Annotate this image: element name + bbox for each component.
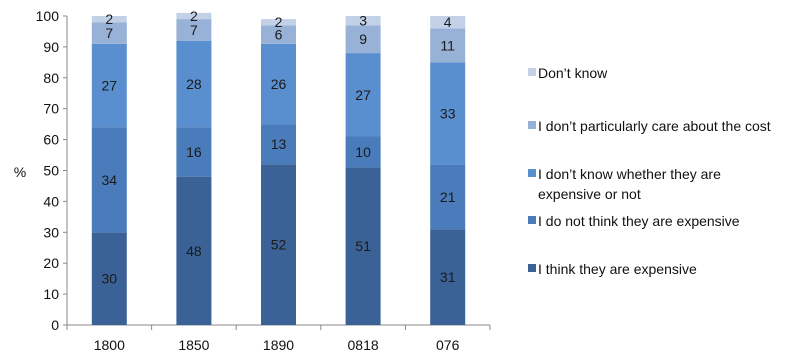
data-label: 51 (355, 238, 371, 254)
data-label: 11 (440, 37, 455, 53)
bar-segment (176, 12, 212, 20)
data-label: 3 (359, 13, 367, 29)
bar-segment (176, 19, 212, 41)
legend-swatch (528, 169, 536, 177)
y-tick-label: 60 (43, 132, 59, 148)
legend-label: I do not think they are expensive (538, 213, 740, 229)
data-label: 4 (444, 14, 452, 30)
legend-swatch (528, 264, 536, 272)
data-label: 2 (190, 8, 198, 24)
legend-label: I don’t particularly care about the cost (538, 118, 771, 134)
legend-item: Don’t know (528, 65, 608, 81)
data-label: 16 (186, 144, 202, 160)
bar-stack: 51 10 27 9 3 (345, 13, 381, 325)
legend: Don’t know I don’t particularly care abou… (528, 65, 771, 277)
bar-segment (176, 127, 212, 177)
bar-segment (91, 43, 127, 128)
bar-segment (261, 43, 296, 125)
bar-segment (91, 16, 127, 23)
data-label: 7 (190, 22, 198, 38)
bar-segment (261, 164, 296, 325)
bar-segment (91, 127, 127, 233)
y-tick-label: 20 (43, 255, 59, 271)
bar-segment (91, 232, 127, 325)
legend-swatch (528, 121, 536, 129)
y-tick-label: 0 (51, 317, 59, 333)
legend-label: I think they are expensive (538, 261, 697, 277)
bar-segment (345, 53, 381, 137)
data-label: 52 (271, 237, 287, 253)
data-label: 27 (102, 78, 118, 94)
data-label: 9 (359, 31, 367, 47)
legend-item: I don’t know whether they are expensive o… (528, 166, 721, 202)
bar-stack: 30 34 27 72 (91, 11, 127, 325)
x-tick-label: 0818 (348, 337, 379, 353)
data-label: 34 (102, 172, 118, 188)
data-label: 13 (271, 136, 287, 152)
x-tick-label: 1890 (263, 337, 294, 353)
y-tick-label: 30 (43, 224, 59, 240)
bar-segment (430, 62, 466, 165)
x-tick-label: 1850 (178, 337, 209, 353)
data-label: 26 (271, 76, 287, 92)
legend-label: I don’t know whether they are expensive o… (538, 166, 721, 202)
bar-stack: 48 16 28 72 (176, 8, 212, 325)
data-label: 30 (102, 271, 118, 287)
data-label: 31 (440, 269, 456, 285)
legend-item: I do not think they are expensive (528, 213, 740, 229)
data-label: 48 (186, 243, 202, 259)
legend-label: Don’t know (538, 65, 608, 81)
data-label: 10 (355, 144, 371, 160)
bar-segment (430, 164, 466, 230)
data-label: 2 (275, 14, 283, 30)
bar-segment (176, 176, 212, 325)
y-tick-label: 70 (43, 101, 59, 117)
data-label: 7 (105, 25, 113, 41)
y-tick-label: 40 (43, 193, 59, 209)
bar-segment (261, 19, 296, 26)
bar-stack: 31 21 33 11 4 (430, 14, 466, 325)
bar-segment (345, 16, 381, 26)
data-label: 21 (440, 189, 456, 205)
legend-item: I think they are expensive (528, 261, 697, 277)
bar-segment (430, 16, 466, 29)
bar-segment (345, 136, 381, 168)
bar-segment (261, 25, 296, 44)
axes: 0 10 20 30 40 50 60 70 80 90 100 1800 1850 1890 0818 07… (36, 8, 491, 353)
x-tick-label: 076 (436, 337, 460, 353)
bar-segment (345, 167, 381, 325)
y-tick-label: 90 (43, 39, 59, 55)
bar-segment (430, 28, 466, 63)
data-label: 28 (186, 76, 202, 92)
bars: 3034277248162872521326625110279331213311… (91, 8, 466, 325)
bar-stack: 52 13 26 62 (261, 14, 296, 325)
bar-segment (176, 40, 212, 128)
data-label: 6 (275, 27, 283, 43)
bar-segment (91, 22, 127, 44)
y-tick-label: 100 (36, 8, 60, 24)
y-tick-label: 50 (43, 163, 59, 179)
data-label: 33 (440, 105, 456, 121)
legend-swatch (528, 216, 536, 224)
x-tick-label: 1800 (94, 337, 125, 353)
y-axis-label: % (14, 164, 26, 180)
bar-segment (430, 229, 466, 325)
data-label: 2 (105, 11, 113, 27)
y-tick-label: 80 (43, 70, 59, 86)
legend-item: I don’t particularly care about the cost (528, 118, 771, 134)
y-tick-label: 10 (43, 286, 59, 302)
bar-segment (261, 124, 296, 165)
legend-swatch (528, 68, 536, 76)
data-label: 27 (355, 87, 371, 103)
bar-segment (345, 25, 381, 54)
